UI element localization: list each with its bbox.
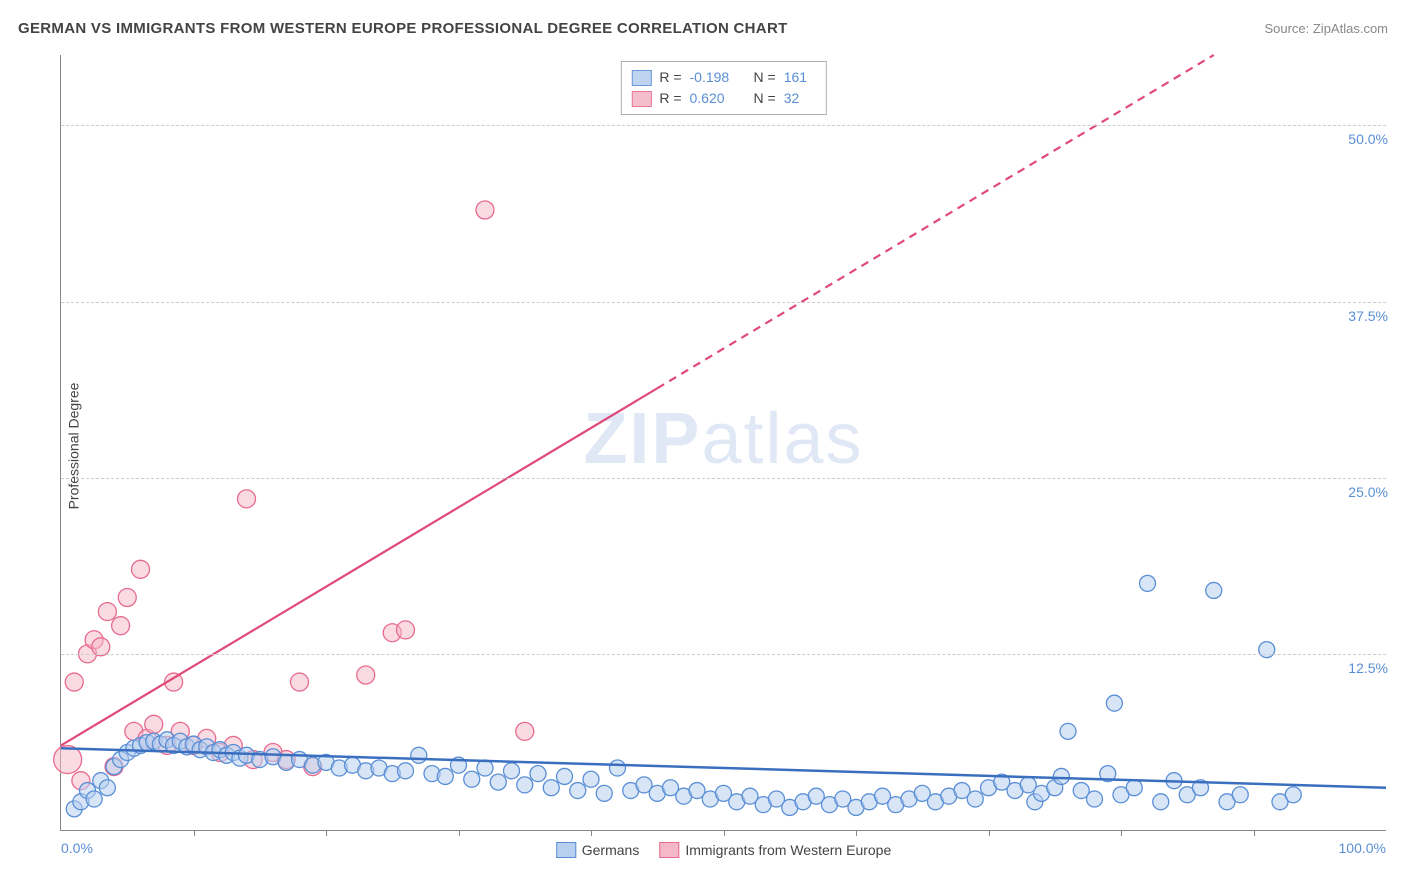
legend-r-label: R = (659, 67, 681, 88)
gridline (61, 125, 1386, 126)
data-point (118, 589, 136, 607)
legend-r-value: 0.620 (690, 88, 740, 109)
ytick-label: 25.0% (1348, 484, 1388, 500)
data-point (610, 760, 626, 776)
data-point (238, 490, 256, 508)
legend-n-value: 161 (784, 67, 816, 88)
plot-area: ZIPatlas R =-0.198N =161R =0.620N =32 Ge… (60, 55, 1386, 831)
data-point (477, 760, 493, 776)
legend-swatch (631, 91, 651, 107)
xtick-label: 100.0% (1339, 840, 1386, 856)
data-point (490, 774, 506, 790)
data-point (464, 771, 480, 787)
data-point (1259, 642, 1275, 658)
data-point (411, 747, 427, 763)
data-point (1140, 575, 1156, 591)
data-point (1232, 787, 1248, 803)
data-point (517, 777, 533, 793)
data-point (145, 715, 163, 733)
data-point (570, 783, 586, 799)
data-point (1087, 791, 1103, 807)
data-point (357, 666, 375, 684)
xtick (856, 830, 857, 836)
correlation-legend: R = -0.198 N = 161 R = 0.620 N = 32 (620, 61, 826, 115)
xtick (989, 830, 990, 836)
data-point (1153, 794, 1169, 810)
data-point (65, 673, 83, 691)
data-point (596, 785, 612, 801)
xtick (326, 830, 327, 836)
legend-n-label: N = (754, 67, 776, 88)
data-point (397, 621, 415, 639)
xtick (459, 830, 460, 836)
data-point (557, 768, 573, 784)
data-point (132, 560, 150, 578)
xtick-label: 0.0% (61, 840, 93, 856)
data-point (98, 603, 116, 621)
data-point (1206, 582, 1222, 598)
legend-item: Immigrants from Western Europe (659, 842, 891, 858)
legend-r-value: -0.198 (690, 67, 740, 88)
legend-label: Immigrants from Western Europe (685, 842, 891, 858)
ytick-label: 50.0% (1348, 131, 1388, 147)
data-point (1053, 768, 1069, 784)
data-point (530, 766, 546, 782)
trend-line-pink (61, 388, 657, 745)
data-point (967, 791, 983, 807)
chart-svg (61, 55, 1386, 830)
xtick (1121, 830, 1122, 836)
chart-source: Source: ZipAtlas.com (1264, 21, 1388, 36)
chart-title: GERMAN VS IMMIGRANTS FROM WESTERN EUROPE… (18, 20, 788, 37)
chart-header: GERMAN VS IMMIGRANTS FROM WESTERN EUROPE… (18, 20, 1388, 37)
data-point (1126, 780, 1142, 796)
data-point (99, 780, 115, 796)
data-point (1285, 787, 1301, 803)
data-point (1106, 695, 1122, 711)
data-point (476, 201, 494, 219)
legend-n-label: N = (754, 88, 776, 109)
legend-swatch (659, 842, 679, 858)
xtick (724, 830, 725, 836)
data-point (398, 763, 414, 779)
legend-swatch (631, 70, 651, 86)
series-legend: Germans Immigrants from Western Europe (556, 842, 892, 858)
legend-swatch (556, 842, 576, 858)
legend-row: R = -0.198 N = 161 (631, 67, 815, 88)
data-point (583, 771, 599, 787)
legend-row: R = 0.620 N = 32 (631, 88, 815, 109)
data-point (1060, 723, 1076, 739)
gridline (61, 654, 1386, 655)
ytick-label: 37.5% (1348, 308, 1388, 324)
data-point (504, 763, 520, 779)
data-point (516, 722, 534, 740)
data-point (112, 617, 130, 635)
data-point (543, 780, 559, 796)
xtick (591, 830, 592, 836)
xtick (194, 830, 195, 836)
legend-r-label: R = (659, 88, 681, 109)
data-point (291, 673, 309, 691)
data-point (86, 791, 102, 807)
data-point (437, 768, 453, 784)
legend-n-value: 32 (784, 88, 816, 109)
xtick (1254, 830, 1255, 836)
ytick-label: 12.5% (1348, 660, 1388, 676)
legend-label: Germans (582, 842, 640, 858)
gridline (61, 478, 1386, 479)
legend-item: Germans (556, 842, 640, 858)
gridline (61, 302, 1386, 303)
